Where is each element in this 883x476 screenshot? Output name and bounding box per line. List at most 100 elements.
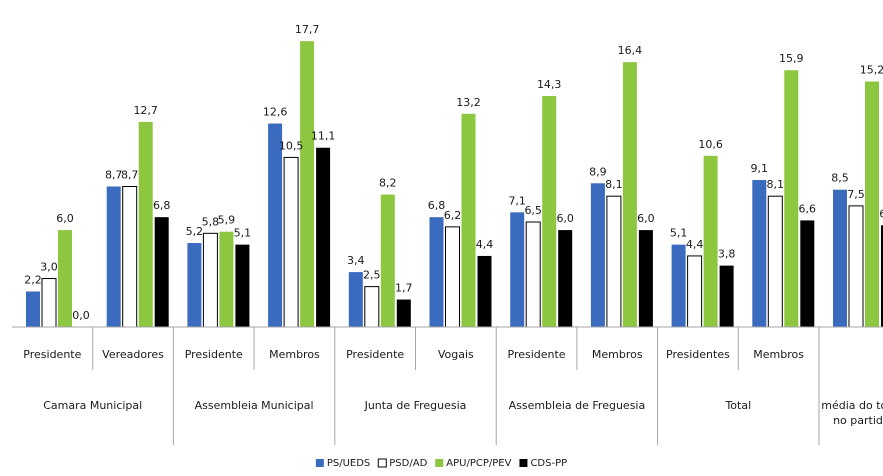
data-label-cds-pp-1: 6,8 <box>153 199 171 212</box>
bar-cds-pp-7 <box>638 230 653 327</box>
bar-ps-ueds-4 <box>348 272 363 327</box>
bar-apu-pcp-pev-7 <box>622 62 637 327</box>
data-label-cds-pp-4: 1,7 <box>395 282 413 295</box>
data-label-apu-pcp-pev-0: 6,0 <box>56 212 74 225</box>
group-label-total: Total <box>724 399 751 412</box>
bar-ps-ueds-1 <box>106 186 121 327</box>
bar-cds-pp-10 <box>881 225 883 327</box>
category-label-0: Presidente <box>23 348 81 361</box>
data-label-ps-ueds-0: 2,2 <box>24 273 42 286</box>
category-label-1: Vereadores <box>102 348 164 361</box>
data-label-ps-ueds-10: 8,5 <box>831 172 849 185</box>
category-label-6: Presidente <box>508 348 566 361</box>
data-label-apu-pcp-pev-3: 17,7 <box>295 23 320 36</box>
data-label-apu-pcp-pev-5: 13,2 <box>456 96 481 109</box>
bar-apu-pcp-pev-8 <box>703 155 718 327</box>
legend-label-psd-ad: PSD/AD <box>389 458 427 469</box>
bars-layer <box>26 41 883 328</box>
bar-psd-ad-0 <box>41 278 57 328</box>
category-label-7: Membros <box>592 348 643 361</box>
bar-cds-pp-4 <box>396 299 411 327</box>
data-label-cds-pp-0: 0,0 <box>72 309 90 322</box>
data-label-cds-pp-7: 6,0 <box>637 212 655 225</box>
legend-swatch-ps-ueds <box>315 459 324 467</box>
bar-cds-pp-2 <box>235 244 250 327</box>
group-label-camara-municipal: Camara Municipal <box>43 399 142 412</box>
bar-ps-ueds-2 <box>187 243 202 327</box>
data-label-ps-ueds-9: 9,1 <box>751 162 769 175</box>
group-labels-layer: Camara Municipal Assembleia Municipal Junt… <box>43 327 820 445</box>
bar-cds-pp-5 <box>477 255 492 327</box>
data-label-cds-pp-6: 6,0 <box>556 212 574 225</box>
category-labels-layer: Presidente Vereadores Presidente Membros Pre… <box>23 348 883 427</box>
bar-psd-ad-10 <box>848 205 864 328</box>
bar-psd-ad-3 <box>283 156 299 328</box>
data-labels-layer: 2,2 8,7 5,2 12,6 3,4 6,8 7,1 8,9 5,1 9,1 8,5 3,0 8,7… <box>24 23 883 322</box>
data-label-ps-ueds-4: 3,4 <box>347 254 365 267</box>
category-label-3: Membros <box>269 348 320 361</box>
data-label-apu-pcp-pev-10: 15,2 <box>860 64 883 77</box>
data-label-psd-ad-0: 3,0 <box>40 261 58 274</box>
bar-apu-pcp-pev-2 <box>219 231 234 327</box>
legend-label-cds-pp: CDS-PP <box>530 458 567 469</box>
category-label-2: Presidente <box>185 348 243 361</box>
bar-ps-ueds-7 <box>590 183 605 327</box>
bar-ps-ueds-5 <box>429 217 444 327</box>
legend: PS/UEDS PSD/AD APU/PCP/PEV CDS-PP <box>315 458 567 469</box>
data-label-psd-ad-8: 4,4 <box>686 238 704 251</box>
data-label-apu-pcp-pev-9: 15,9 <box>779 52 804 65</box>
bar-apu-pcp-pev-0 <box>58 230 72 327</box>
data-label-psd-ad-6: 6,5 <box>524 204 542 217</box>
category-label-10: média do totalno partido <box>821 399 883 427</box>
data-label-cds-pp-3: 11,1 <box>311 130 336 143</box>
data-label-apu-pcp-pev-2: 5,9 <box>218 214 236 227</box>
category-label-8: Presidentes <box>666 348 730 361</box>
legend-label-ps-ueds: PS/UEDS <box>327 458 370 469</box>
data-label-psd-ad-9: 8,1 <box>767 178 785 191</box>
bar-apu-pcp-pev-5 <box>461 113 476 327</box>
bar-psd-ad-4 <box>364 286 380 328</box>
category-label-5: Vogais <box>438 348 474 361</box>
group-label-junta-de-freguesia: Junta de Freguesia <box>364 399 467 412</box>
bar-ps-ueds-6 <box>510 212 525 327</box>
data-label-ps-ueds-7: 8,9 <box>589 165 607 178</box>
legend-swatch-cds-pp <box>519 459 528 467</box>
data-label-ps-ueds-8: 5,1 <box>670 227 688 240</box>
bar-psd-ad-1 <box>122 185 138 328</box>
data-label-cds-pp-10: 6,3 <box>879 207 883 220</box>
bar-apu-pcp-pev-9 <box>784 70 799 327</box>
bar-psd-ad-6 <box>525 221 541 328</box>
data-label-psd-ad-7: 8,1 <box>605 178 623 191</box>
bar-ps-ueds-0 <box>26 291 40 327</box>
data-label-apu-pcp-pev-1: 12,7 <box>133 104 158 117</box>
data-label-apu-pcp-pev-7: 16,4 <box>618 44 643 57</box>
data-label-psd-ad-5: 6,2 <box>444 209 462 222</box>
bar-psd-ad-2 <box>202 232 218 328</box>
bar-apu-pcp-pev-3 <box>300 41 315 328</box>
legend-swatch-psd-ad <box>377 458 387 468</box>
data-label-ps-ueds-3: 12,6 <box>263 106 288 119</box>
bar-apu-pcp-pev-4 <box>380 194 395 327</box>
data-label-psd-ad-3: 10,5 <box>279 139 304 152</box>
bar-apu-pcp-pev-1 <box>138 121 153 328</box>
bar-ps-ueds-3 <box>268 123 283 327</box>
data-label-cds-pp-5: 4,4 <box>476 238 494 251</box>
bar-apu-pcp-pev-6 <box>542 96 557 328</box>
group-label-assembleia-de-freguesia: Assembleia de Freguesia <box>509 399 646 412</box>
bar-psd-ad-9 <box>767 195 783 328</box>
data-label-psd-ad-10: 7,5 <box>847 188 865 201</box>
bar-cds-pp-1 <box>154 217 169 327</box>
bar-cds-pp-9 <box>800 220 815 327</box>
bar-ps-ueds-9 <box>752 180 767 327</box>
bar-psd-ad-8 <box>687 255 703 328</box>
bar-psd-ad-7 <box>606 195 622 328</box>
data-label-ps-ueds-2: 5,2 <box>186 225 204 238</box>
data-label-psd-ad-2: 5,8 <box>202 215 220 228</box>
data-label-apu-pcp-pev-4: 8,2 <box>379 177 397 190</box>
legend-swatch-apu-pcp-pev <box>435 459 444 467</box>
legend-label-apu-pcp-pev: APU/PCP/PEV <box>446 458 511 469</box>
data-label-psd-ad-4: 2,5 <box>363 269 381 282</box>
data-label-cds-pp-9: 6,6 <box>799 202 817 215</box>
bar-cds-pp-3 <box>316 147 331 327</box>
